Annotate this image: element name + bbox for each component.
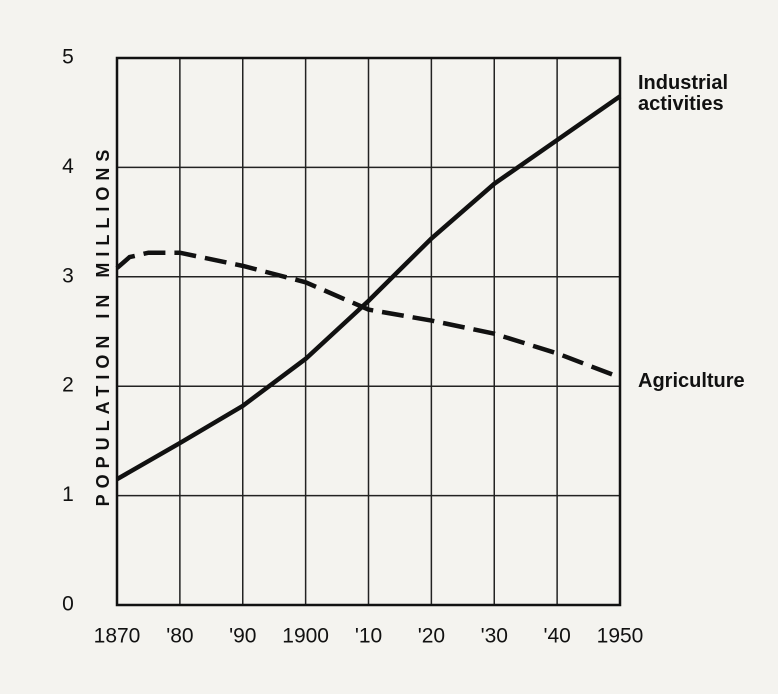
- y-tick-label: 4: [62, 155, 74, 178]
- x-tick-label: '80: [166, 625, 193, 648]
- x-tick-label: '90: [229, 625, 256, 648]
- x-tick-label: 1950: [597, 625, 644, 648]
- line: [115, 250, 621, 380]
- y-axis-label: POPULATION IN MILLIONS: [93, 144, 113, 507]
- y-tick-label: 5: [62, 46, 74, 69]
- y-tick-label: 3: [62, 264, 74, 287]
- x-tick-label: 1870: [94, 625, 141, 648]
- y-tick-label: 0: [62, 593, 74, 616]
- series-label: Industrial activities: [638, 72, 729, 116]
- y-tick-label: 1: [62, 483, 74, 506]
- series-label: Agriculture: [638, 369, 745, 392]
- x-tick-label: '10: [355, 625, 382, 648]
- x-tick-label: '40: [543, 625, 570, 648]
- x-tick-label: '30: [481, 625, 508, 648]
- x-tick-label: '20: [418, 625, 445, 648]
- plot-frame: [115, 56, 622, 607]
- x-tick-label: 1900: [282, 625, 329, 648]
- y-tick-label: 2: [62, 374, 74, 397]
- line: [115, 94, 622, 482]
